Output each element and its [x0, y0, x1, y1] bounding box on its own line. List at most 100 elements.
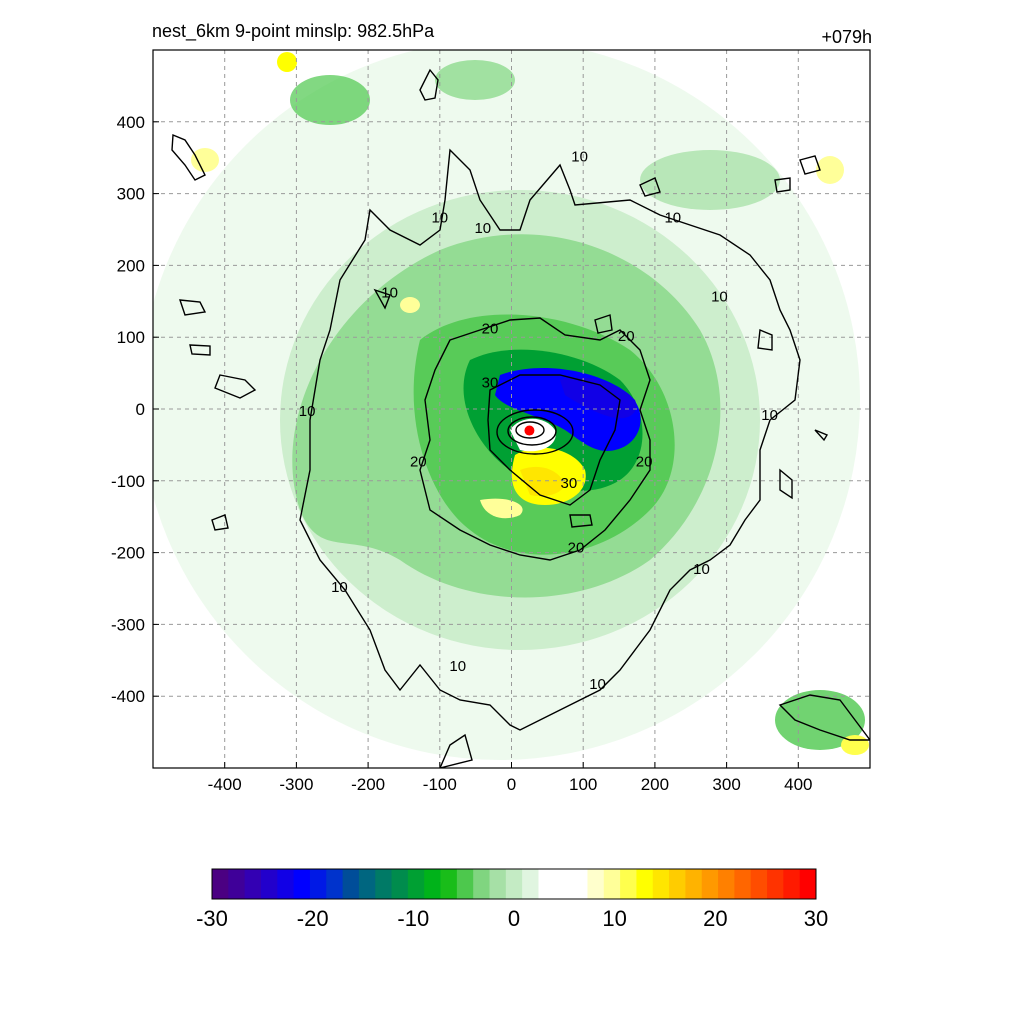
contour-small-12 — [569, 514, 593, 528]
colorbar-swatch — [407, 869, 425, 899]
colorbar-swatch — [244, 869, 262, 899]
contour-inner-2 — [507, 416, 557, 446]
colorbar-tick-label: -30 — [196, 906, 228, 931]
contour-small-14 — [439, 733, 473, 768]
y-tick-label: 0 — [136, 400, 145, 419]
contour-small-11 — [594, 314, 613, 334]
x-tick-label: 100 — [569, 775, 597, 794]
contour-label: 10 — [711, 288, 728, 305]
colorbar-swatch — [718, 869, 735, 899]
colorbar-swatch — [767, 869, 784, 899]
contour-label: 10 — [431, 209, 448, 226]
contour-small-6 — [757, 328, 773, 351]
contour-small-15 — [211, 514, 229, 531]
colorbar-tick-label: -10 — [397, 906, 429, 931]
colorbar-tick-label: 0 — [508, 906, 520, 931]
contour-label: 30 — [482, 374, 499, 391]
contour-10-outer — [299, 148, 801, 731]
y-tick-label: 400 — [117, 113, 145, 132]
colorbar-swatch — [309, 869, 327, 899]
colorbar-swatch — [734, 869, 752, 899]
colorbar-swatch — [571, 869, 588, 899]
contour-20 — [419, 317, 651, 561]
contour-inner-3 — [515, 421, 545, 439]
contour-small-9 — [774, 177, 791, 193]
contour-inner-1 — [496, 409, 574, 455]
colorbar-swatch — [293, 869, 311, 899]
contour-label: 10 — [331, 579, 348, 596]
colorbar-swatch — [603, 869, 621, 899]
colorbar-swatch — [358, 869, 376, 899]
colorbar-swatch — [260, 869, 278, 899]
contour-small-4 — [178, 299, 207, 316]
contour-small-5 — [189, 344, 211, 356]
colorbar-frame — [211, 868, 817, 900]
colorbar-swatch — [554, 869, 572, 899]
contour-small-10 — [799, 155, 821, 175]
y-tick-label: -200 — [111, 544, 145, 563]
contour-label: 20 — [410, 453, 427, 470]
colorbar-swatch — [783, 869, 801, 899]
shaded-field — [153, 50, 869, 760]
colorbar-swatch — [685, 869, 703, 899]
colorbar-swatch — [228, 869, 246, 899]
colorbar-swatch — [587, 869, 605, 899]
colorbar-swatch — [538, 869, 556, 899]
colorbar-tick-label: 20 — [703, 906, 727, 931]
contour-small-7 — [779, 468, 793, 500]
contour-small-16 — [373, 288, 391, 310]
contour-label: 20 — [482, 321, 499, 338]
contour-small-13 — [778, 694, 870, 741]
colorbar-swatch — [391, 869, 409, 899]
x-tick-label: 300 — [712, 775, 740, 794]
contour-label: 20 — [618, 328, 635, 345]
y-tick-label: 200 — [117, 256, 145, 275]
colorbar: -30 -20 -10 0 10 20 30 — [196, 868, 828, 931]
colorbar-swatch — [440, 869, 458, 899]
colorbar-swatch — [652, 869, 670, 899]
contour-small-8 — [639, 177, 661, 197]
x-tick-label: -100 — [423, 775, 457, 794]
x-tick-label: 200 — [641, 775, 669, 794]
x-tick-label: 400 — [784, 775, 812, 794]
y-tick-label: -400 — [111, 687, 145, 706]
contour-label: 10 — [381, 285, 398, 302]
colorbar-tick-label: -20 — [297, 906, 329, 931]
contour-label: 20 — [568, 540, 585, 557]
chart-title: nest_6km 9-point minslp: 982.5hPa — [152, 21, 435, 41]
colorbar-swatch — [669, 869, 686, 899]
contour-small-1 — [171, 133, 206, 181]
colorbar-swatch — [277, 869, 295, 899]
y-tick-label: -100 — [111, 472, 145, 491]
contour-label: 10 — [299, 403, 316, 420]
contour-small-17 — [814, 429, 829, 442]
colorbar-swatch — [505, 869, 523, 899]
x-tick-label: -200 — [351, 775, 385, 794]
contour-label: 10 — [761, 407, 778, 424]
colorbar-swatch — [701, 869, 719, 899]
y-tick-label: -300 — [111, 615, 145, 634]
colorbar-swatch — [750, 869, 768, 899]
colorbar-tick-label: 30 — [804, 906, 828, 931]
colorbar-tick-label: 10 — [602, 906, 626, 931]
contour-label: 10 — [664, 209, 681, 226]
y-tick-label: 300 — [117, 185, 145, 204]
contour-label: 10 — [589, 676, 606, 693]
colorbar-swatch — [620, 869, 637, 899]
colorbar-swatch — [342, 869, 360, 899]
contour-labels: 10 10 10 10 10 10 10 10 10 10 10 10 20 20 20 20 20 30 30 — [299, 148, 778, 693]
forecast-hour-label: +079h — [821, 27, 872, 47]
colorbar-swatch — [489, 869, 507, 899]
colorbar-swatch — [456, 869, 474, 899]
contour-label: 30 — [561, 475, 578, 492]
y-tick-label: 100 — [117, 328, 145, 347]
x-tick-label: -400 — [208, 775, 242, 794]
storm-center-marker — [524, 425, 535, 436]
colorbar-swatch — [473, 869, 491, 899]
colorbar-swatch — [326, 869, 344, 899]
y-axis: 400 300 200 100 0 -100 -200 -300 -400 — [111, 113, 159, 706]
contour-label: 10 — [449, 658, 466, 675]
colorbar-swatch — [636, 869, 654, 899]
contour-small-2 — [419, 68, 439, 101]
